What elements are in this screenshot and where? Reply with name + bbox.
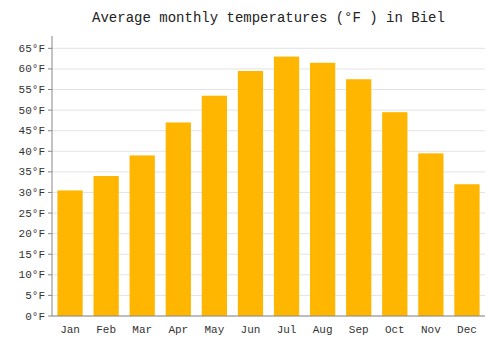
bar <box>346 79 371 316</box>
bar <box>166 122 191 316</box>
y-tick-label: 55°F <box>19 84 45 96</box>
bar <box>310 63 335 316</box>
grid-line <box>52 151 485 152</box>
x-tick-label: Jun <box>241 324 261 336</box>
x-tick-label: Jan <box>60 324 80 336</box>
y-tick <box>48 130 52 131</box>
x-axis-line <box>52 316 485 317</box>
bar <box>274 57 299 316</box>
x-tick-label: Mar <box>132 324 152 336</box>
x-tick-label: Dec <box>457 324 477 336</box>
bar <box>382 112 407 316</box>
chart: 0°F 5°F 10°F 15°F 20°F 25°F 30°F 35°F 40°F 45°F 50… <box>0 0 500 350</box>
x-tick-label: Apr <box>168 324 188 336</box>
y-tick <box>48 213 52 214</box>
title: Average monthly temperatures (°F ) in Bi… <box>92 10 445 26</box>
y-tick <box>48 110 52 111</box>
grid-line <box>52 48 485 49</box>
x-tick-label: Sep <box>349 324 369 336</box>
y-tick-label: 15°F <box>19 249 45 261</box>
y-tick-label: 20°F <box>19 228 45 240</box>
x-tick-label: Nov <box>421 324 441 336</box>
y-tick-label: 50°F <box>19 105 45 117</box>
y-tick-label: 10°F <box>19 269 45 281</box>
bar <box>202 96 227 316</box>
y-tick-label: 5°F <box>25 290 45 302</box>
grid-line <box>52 89 485 90</box>
x-tick-label: Feb <box>96 324 116 336</box>
y-tick-label: 40°F <box>19 146 45 158</box>
bar <box>418 153 443 316</box>
y-tick <box>48 295 52 296</box>
x-tick-label: Jul <box>277 324 297 336</box>
grid-line <box>52 130 485 131</box>
bars <box>57 57 479 316</box>
y-tick-label: 60°F <box>19 63 45 75</box>
x-tick-label: May <box>204 324 224 336</box>
y-tick <box>48 274 52 275</box>
y-tick <box>48 151 52 152</box>
x-tick-label: Oct <box>385 324 405 336</box>
grid-line <box>52 110 485 111</box>
y-tick-label: 0°F <box>25 311 45 323</box>
y-tick <box>48 316 52 317</box>
y-tick <box>48 192 52 193</box>
grid-line <box>52 316 485 317</box>
y-tick-label: 30°F <box>19 187 45 199</box>
y-tick <box>48 48 52 49</box>
bar <box>454 184 479 316</box>
y-tick-label: 35°F <box>19 166 45 178</box>
y-tick-label: 65°F <box>19 43 45 55</box>
y-tick-label: 25°F <box>19 208 45 220</box>
grid <box>52 48 485 316</box>
bar <box>93 176 118 316</box>
y-tick-label: 45°F <box>19 125 45 137</box>
y-tick <box>48 254 52 255</box>
grid-line <box>52 68 485 69</box>
x-tick-label: Aug <box>313 324 333 336</box>
y-axis-line <box>52 36 53 316</box>
y-tick <box>48 233 52 234</box>
bar <box>238 71 263 316</box>
y-tick <box>48 68 52 69</box>
bar <box>130 155 155 316</box>
y-tick <box>48 89 52 90</box>
bar <box>57 190 82 316</box>
y-tick <box>48 171 52 172</box>
